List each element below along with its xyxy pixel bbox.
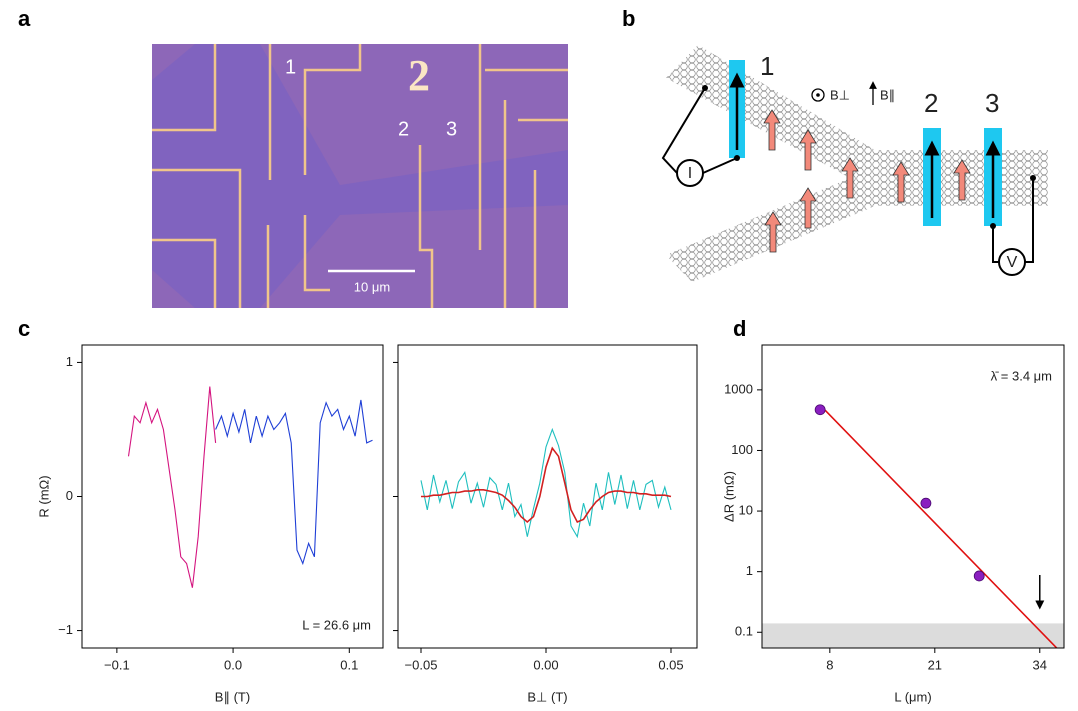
y-tick-label: 1: [746, 563, 753, 578]
y-tick-label: −1: [58, 622, 73, 637]
annotation: L = 26.6 μm: [302, 617, 371, 632]
x-axis-label: L (μm): [894, 689, 931, 704]
contact-label: 2: [924, 88, 938, 118]
panel-label: b: [622, 6, 635, 31]
y-tick-label: 0: [66, 488, 73, 503]
plot-frame: [82, 345, 383, 648]
data-line: [421, 448, 671, 522]
x-tick-label: −0.05: [405, 657, 438, 672]
plot-frame: [762, 345, 1064, 648]
contact-label: 3: [985, 88, 999, 118]
scale-bar-label: 10 μm: [354, 279, 390, 294]
y-tick-label: 100: [731, 442, 753, 457]
data-line: [129, 387, 216, 588]
voltage-label: V: [1007, 254, 1018, 271]
contact-label: 1: [760, 51, 774, 81]
plot-frame: [398, 345, 697, 648]
y-tick-label: 1000: [724, 381, 753, 396]
micrograph: 1 2 3 2 10 μm: [152, 44, 568, 308]
data-point: [974, 571, 984, 581]
y-tick-label: 10: [739, 503, 753, 518]
annotation: λ̄ = 3.4 μm: [991, 368, 1052, 383]
x-tick-label: 8: [826, 657, 833, 672]
plot-area: [129, 387, 373, 588]
x-tick-label: 0.05: [658, 657, 683, 672]
x-tick-label: 0.0: [224, 657, 242, 672]
shaded-band: [762, 623, 1064, 648]
data-line: [216, 400, 373, 564]
x-tick-label: 34: [1033, 657, 1047, 672]
x-tick-label: −0.1: [104, 657, 130, 672]
data-line: [820, 405, 1057, 648]
chip-number: 2: [408, 51, 430, 100]
figure: a b c d 1 2 3 2 10 μm: [0, 0, 1078, 711]
plot-area: [815, 405, 1057, 648]
x-tick-label: 0.1: [340, 657, 358, 672]
panel-label: a: [18, 6, 31, 31]
plot-area: [421, 430, 671, 537]
contact-label: 2: [398, 118, 409, 140]
field-label: B⊥: [830, 87, 850, 102]
y-tick-label: 1: [66, 354, 73, 369]
data-line: [421, 430, 671, 537]
data-point: [921, 498, 931, 508]
x-tick-label: 0.00: [533, 657, 558, 672]
contact-label: 1: [285, 56, 296, 78]
x-axis-label: B∥ (T): [215, 689, 250, 704]
y-axis-label: R (mΩ): [36, 475, 51, 517]
field-label: B∥: [880, 87, 895, 102]
panel-label: c: [18, 316, 30, 341]
y-tick-label: 0.1: [735, 624, 753, 639]
x-tick-label: 21: [928, 657, 942, 672]
current-label: I: [688, 165, 692, 182]
data-point: [815, 405, 825, 415]
contact-label: 3: [446, 118, 457, 140]
y-axis-label: ΔR (mΩ): [721, 471, 736, 522]
x-axis-label: B⊥ (T): [527, 689, 567, 704]
schematic: I V 1 2 3 B⊥ B∥: [663, 45, 1048, 282]
panel-label: d: [733, 316, 746, 341]
